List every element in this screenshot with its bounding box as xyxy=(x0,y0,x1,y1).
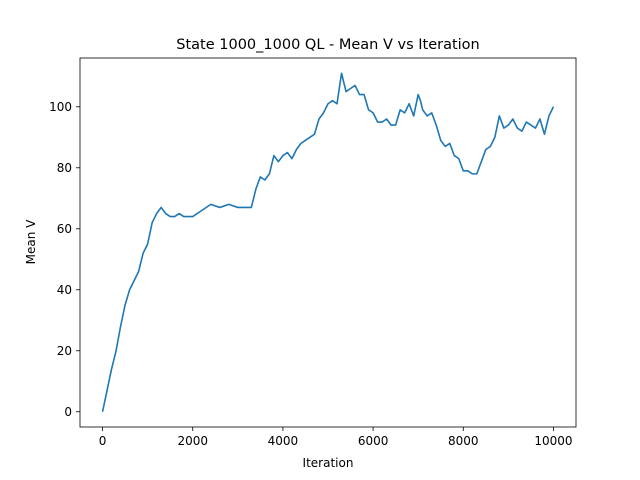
x-tick-label: 2000 xyxy=(177,434,208,448)
series-line-0 xyxy=(101,72,555,412)
x-tick-label: 6000 xyxy=(358,434,389,448)
x-axis: 0 2000 4000 6000 8000 10000 xyxy=(99,427,573,448)
x-tick-label: 10000 xyxy=(534,434,572,448)
x-axis-label: Iteration xyxy=(303,456,354,470)
y-axis: 0 20 40 60 80 100 xyxy=(49,100,80,419)
y-tick-label: 40 xyxy=(57,283,72,297)
y-tick-label: 20 xyxy=(57,344,72,358)
axes-frame xyxy=(79,57,577,428)
chart-title: State 1000_1000 QL - Mean V vs Iteration xyxy=(176,37,480,53)
y-tick-label: 0 xyxy=(64,405,72,419)
x-tick-label: 0 xyxy=(99,434,107,448)
x-tick-label: 4000 xyxy=(268,434,299,448)
y-tick-label: 60 xyxy=(57,222,72,236)
y-tick-label: 80 xyxy=(57,161,72,175)
x-tick-label: 8000 xyxy=(448,434,479,448)
plot-area xyxy=(101,72,555,412)
y-tick-label: 100 xyxy=(49,100,72,114)
y-axis-label: Mean V xyxy=(24,219,38,265)
